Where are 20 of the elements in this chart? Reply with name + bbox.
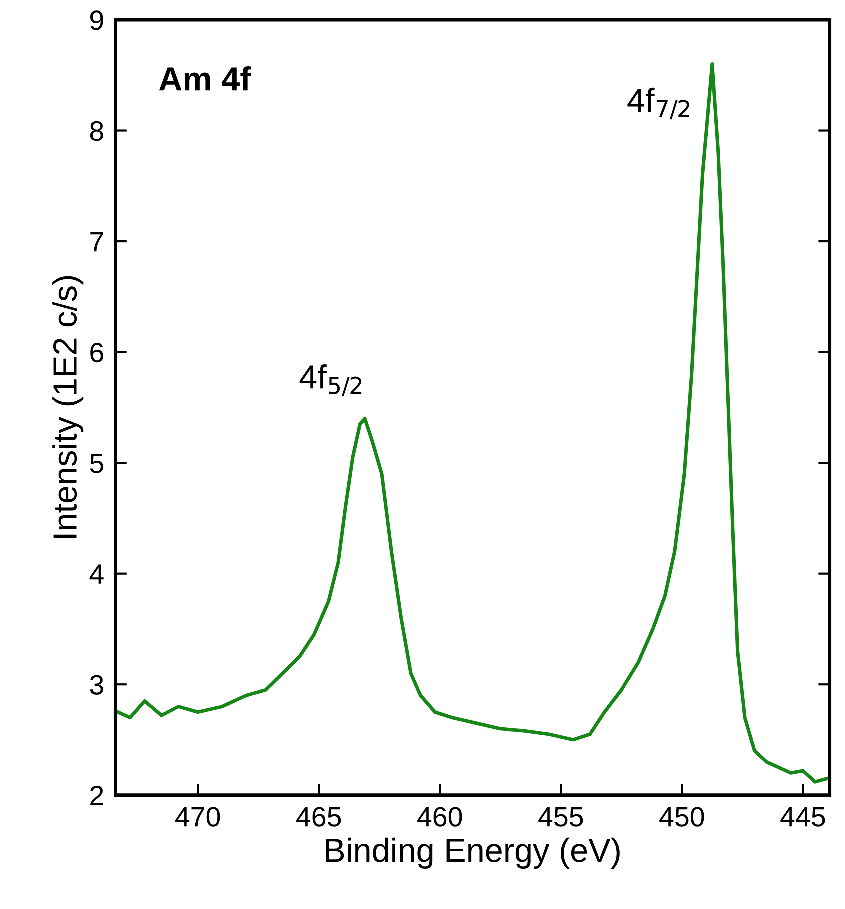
annotation: 4f$_{7/2}$ [628, 88, 690, 120]
line-series [116, 62, 830, 784]
x-axis-title: Binding Energy (eV) [326, 838, 620, 870]
x-tick-label: 460 [418, 807, 462, 827]
x-tick-label: 445 [780, 808, 826, 827]
y-axis-title: Intensity (1E2 c/s) [52, 276, 84, 538]
y-tick-label: 7 [90, 232, 104, 252]
x-tick-label: 470 [176, 807, 220, 827]
x-tick-label: 450 [660, 807, 704, 827]
annotation: Am 4f [159, 66, 252, 91]
y-tick-label: 9 [90, 10, 104, 30]
y-tick-label: 6 [90, 342, 104, 363]
y-tick-label: 2 [90, 786, 104, 806]
y-tick-label: 5 [90, 454, 104, 474]
y-tick-label: 4 [90, 564, 104, 584]
x-tick-label: 465 [296, 807, 342, 827]
annotation: 4f$_{5/2}$ [300, 364, 362, 396]
x-tick-label: 455 [538, 808, 584, 827]
y-tick-label: 3 [90, 675, 104, 695]
y-tick-label: 8 [90, 121, 104, 142]
